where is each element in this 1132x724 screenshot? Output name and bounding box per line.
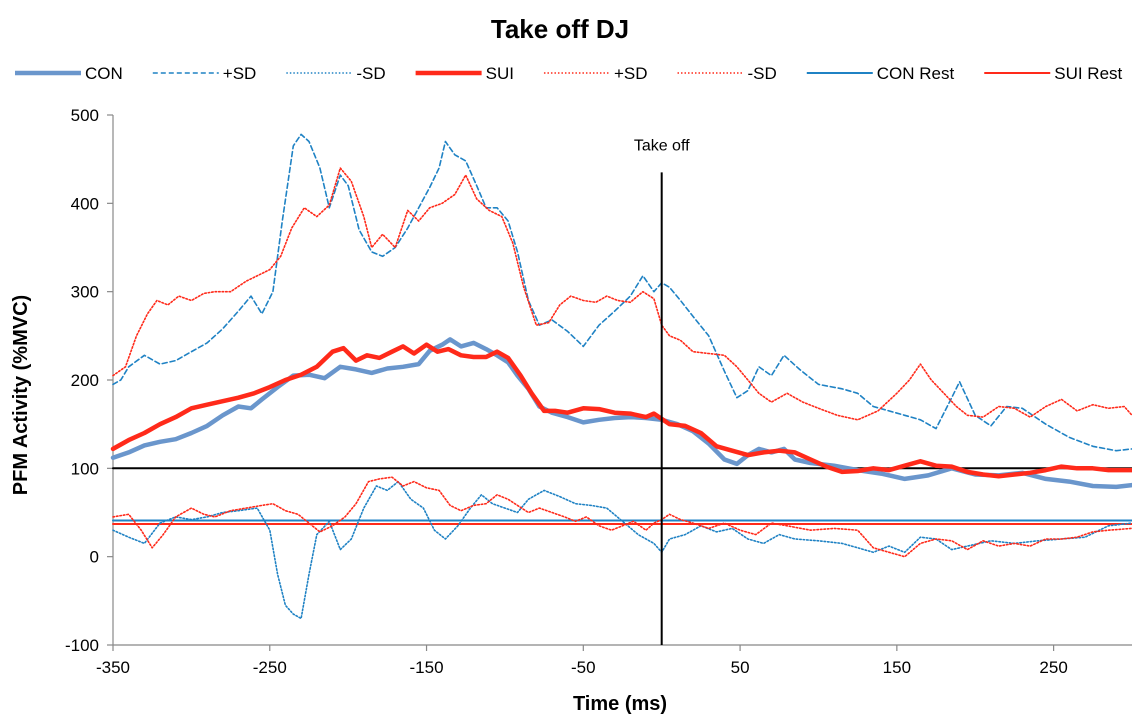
y-tick-label: 200	[71, 371, 99, 390]
series-line--sd-1	[112, 133, 1132, 452]
legend-item-1: +SD	[152, 64, 257, 83]
x-tick-label: -150	[410, 658, 444, 677]
axes: -100 0 100 200 300 400 500 -350 -250 -150 -50 50 150…	[65, 106, 1132, 677]
x-tick-label: 150	[883, 658, 911, 677]
y-tick-label: 400	[71, 194, 99, 213]
legend-label: CON	[85, 64, 123, 83]
chart-title: Take off DJ	[491, 14, 629, 44]
y-tick-label: 0	[90, 548, 99, 567]
legend-item-4: +SD	[543, 64, 648, 83]
series-line--sd-4	[112, 167, 1132, 421]
legend-item-0: CON	[15, 64, 123, 83]
x-tick-label: -250	[253, 658, 287, 677]
x-tick-label: -350	[96, 658, 130, 677]
series-line-sui-3	[110, 342, 1132, 479]
legend-label: CON Rest	[877, 64, 955, 83]
x-axis-label: Time (ms)	[573, 693, 667, 715]
legend-label: +SD	[223, 64, 257, 83]
legend-item-6: CON Rest	[806, 64, 955, 83]
legend-label: SUI Rest	[1054, 64, 1122, 83]
legend-item-5: -SD	[677, 64, 777, 83]
legend-item-7: SUI Rest	[984, 64, 1123, 83]
y-axis-label: PFM Activity (%MVC)	[10, 295, 32, 495]
x-tick-label: -50	[571, 658, 596, 677]
x-tick-label: 50	[731, 658, 750, 677]
legend-label: +SD	[614, 64, 648, 83]
takeoff-label: Take off	[634, 137, 690, 154]
legend-label: -SD	[356, 64, 385, 83]
y-tick-label: 500	[71, 106, 99, 125]
series-line--sd-5	[112, 476, 1132, 558]
legend-item-3: SUI	[415, 64, 514, 83]
legend-label: -SD	[748, 64, 777, 83]
x-tick-label: 250	[1039, 658, 1067, 677]
series-layer	[110, 133, 1132, 620]
y-tick-label: 100	[71, 459, 99, 478]
annotations: Take off	[634, 137, 690, 645]
legend-label: SUI	[486, 64, 514, 83]
series-line--sd-2	[112, 480, 1132, 620]
legend-item-2: -SD	[286, 64, 386, 83]
y-tick-label: -100	[65, 636, 99, 655]
y-tick-label: 300	[71, 283, 99, 302]
